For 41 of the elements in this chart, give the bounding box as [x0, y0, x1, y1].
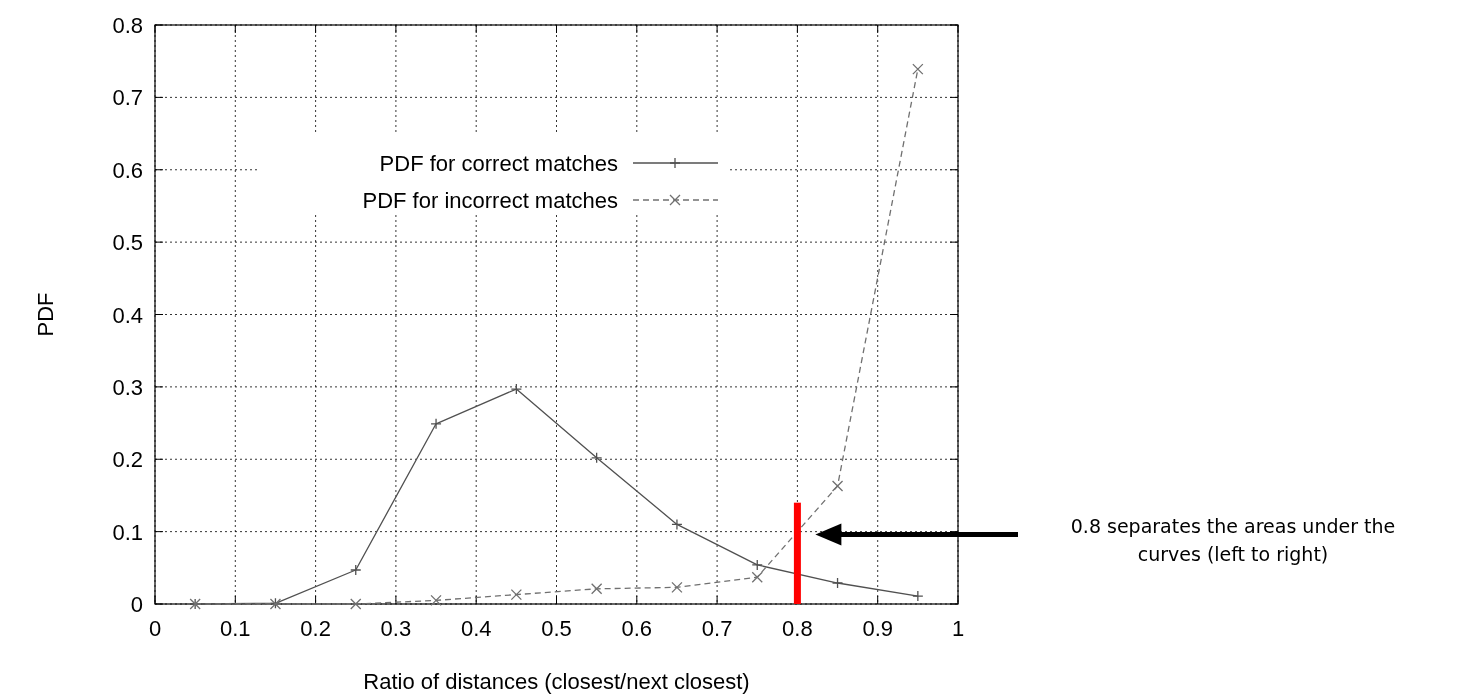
x-tick-label: 0.3: [380, 616, 412, 641]
text: 0.8 separates the areas under the curves (left to right): [1070, 514, 1396, 565]
y-tick-label: 0.3: [112, 374, 143, 400]
point: [510, 588, 522, 601]
x-tick-label: 0.9: [862, 616, 893, 641]
y-tick-label: 0.8: [112, 13, 143, 38]
x-axis-title: Ratio of distances (closest/next closest): [363, 669, 750, 694]
y-tick-label: 0.1: [112, 519, 143, 545]
point: [350, 598, 362, 610]
point: [591, 452, 603, 464]
y-tick-label: 0: [130, 592, 143, 617]
point: [751, 559, 763, 571]
y-tick-label: 0.2: [112, 447, 143, 473]
x-tick-label: 0: [148, 616, 162, 641]
x-tick-label: 0.4: [460, 616, 492, 641]
y-tick-label: 0.7: [112, 85, 143, 111]
point: [831, 480, 844, 492]
x-tick-label: 0.5: [541, 616, 572, 641]
x-tick-label: 0.2: [300, 616, 331, 641]
x-tick-label: 0.6: [621, 616, 653, 641]
point: [912, 63, 924, 75]
x-tick-label: 1: [951, 616, 965, 641]
point: [751, 571, 763, 583]
y-tick-label: 0.4: [112, 302, 143, 328]
point: [671, 581, 683, 593]
y-axis-title: PDF: [33, 292, 58, 337]
x-tick-label: 0.7: [701, 616, 733, 641]
point: [912, 590, 924, 602]
point: [671, 518, 683, 531]
y-tick-label: 0.6: [112, 157, 143, 183]
legend-label: PDF for correct matches: [379, 151, 618, 176]
legend-label: PDF for incorrect matches: [362, 188, 618, 213]
point: [510, 383, 522, 395]
x-tick-label: 0.8: [782, 616, 813, 641]
point: [350, 564, 362, 576]
point: [591, 583, 603, 595]
y-tick-label: 0.5: [112, 230, 143, 256]
point: [430, 418, 442, 430]
point: [831, 577, 844, 589]
x-tick-label: 0.1: [220, 616, 251, 641]
point: [430, 594, 442, 607]
